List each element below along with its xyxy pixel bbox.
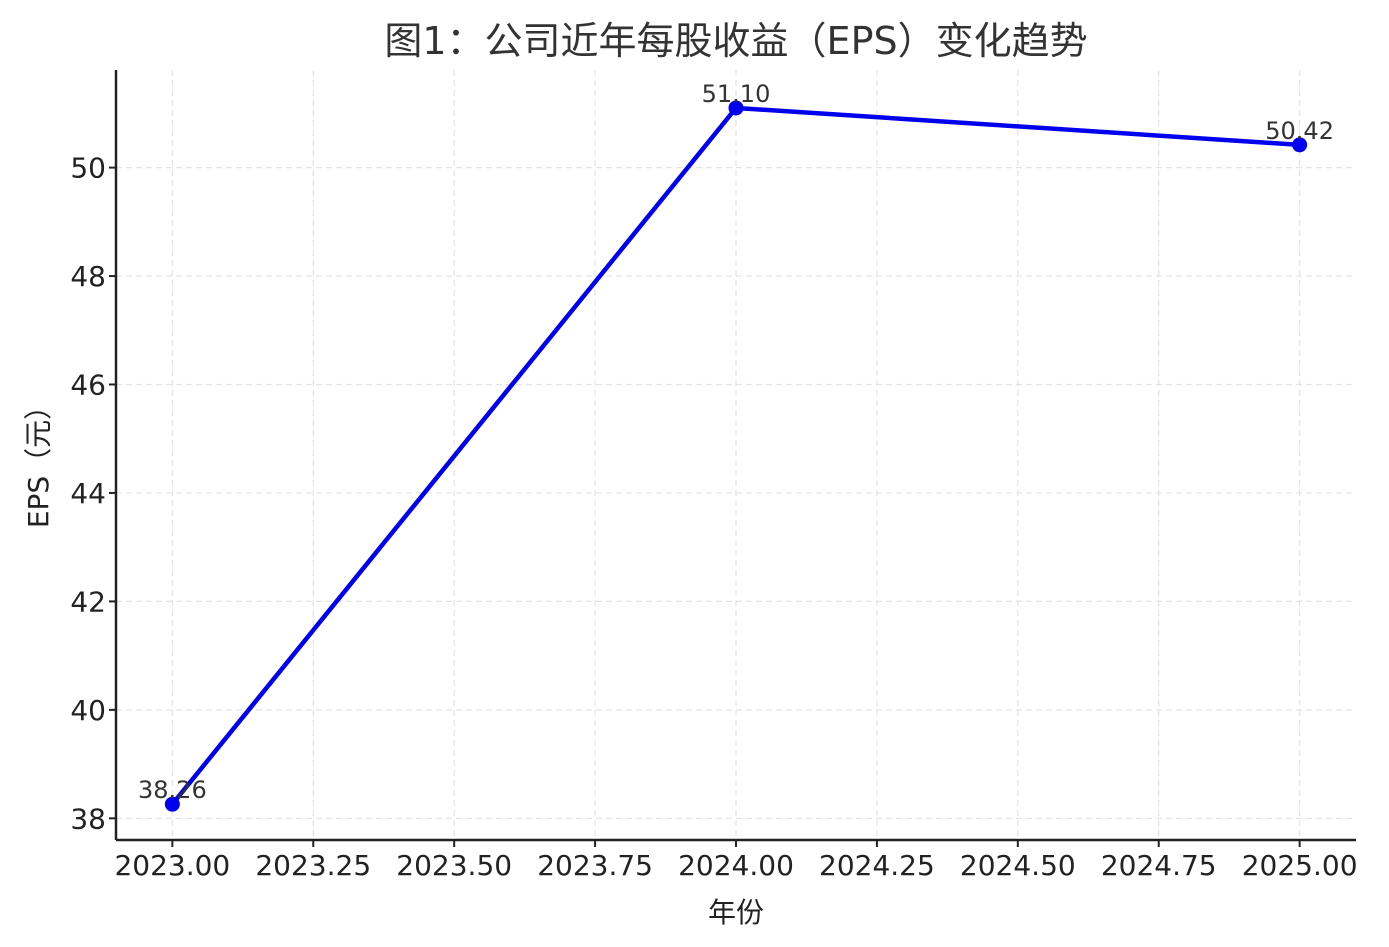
data-label: 50.42 — [1265, 117, 1334, 145]
y-tick-label: 40 — [70, 694, 106, 727]
axis-layer: 2023.00 2023.25 2023.50 2023.75 2024.00 2024.… — [70, 70, 1358, 882]
data-label: 38.26 — [138, 776, 207, 804]
x-tick-label: 2023.00 — [114, 849, 230, 882]
x-axis-title: 年份 — [708, 896, 764, 929]
grid-layer — [116, 70, 1356, 840]
data-label-layer: 38.26 51.10 50.42 — [138, 80, 1334, 804]
x-tick-label: 2024.50 — [960, 849, 1076, 882]
x-tick-label: 2023.25 — [255, 849, 371, 882]
y-tick-label: 50 — [70, 152, 106, 185]
data-label: 51.10 — [702, 80, 771, 108]
y-tick-label: 44 — [70, 477, 106, 510]
data-point — [164, 796, 180, 812]
y-tick-label: 48 — [70, 260, 106, 293]
x-tick-label: 2024.75 — [1101, 849, 1217, 882]
series-layer — [164, 100, 1308, 812]
x-tick-label: 2025.00 — [1242, 849, 1358, 882]
x-tick-label: 2023.50 — [396, 849, 512, 882]
y-tick-label: 46 — [70, 369, 106, 402]
chart-title: 图1：公司近年每股收益（EPS）变化趋势 — [384, 19, 1087, 63]
y-tick-label: 42 — [70, 585, 106, 618]
y-axis-title: EPS（元） — [22, 392, 55, 528]
x-tick-label: 2024.25 — [819, 849, 935, 882]
x-tick-label: 2024.00 — [678, 849, 794, 882]
data-point — [728, 100, 744, 116]
x-tick-label: 2023.75 — [537, 849, 653, 882]
y-tick-label: 38 — [70, 802, 106, 835]
data-point — [1292, 137, 1308, 153]
